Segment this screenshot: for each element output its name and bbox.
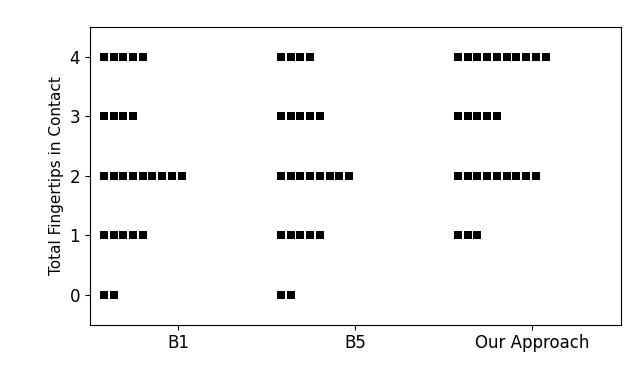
Y-axis label: Total Fingertips in Contact: Total Fingertips in Contact [49,76,64,275]
